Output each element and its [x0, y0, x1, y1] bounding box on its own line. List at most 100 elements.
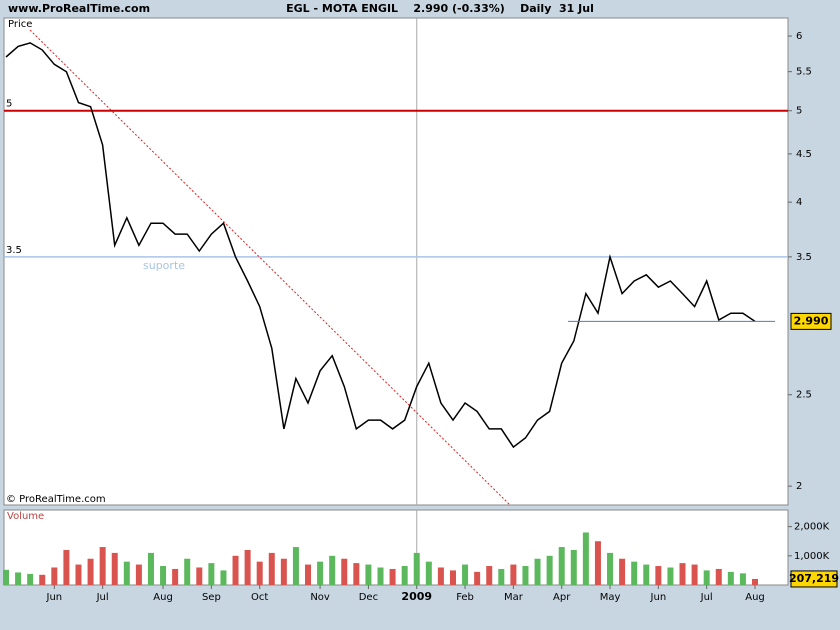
volume-bar — [292, 547, 299, 585]
volume-bar — [570, 549, 577, 585]
volume-bar — [341, 558, 348, 585]
volume-bar — [643, 564, 650, 585]
volume-bar — [329, 555, 336, 585]
y-label: Price — [8, 19, 32, 30]
y-tick-label: 6 — [796, 31, 802, 42]
y-tick-label: 3.5 — [796, 252, 812, 263]
x-tick-label: Nov — [310, 592, 330, 603]
volume-bar — [727, 571, 734, 585]
volume-bar — [305, 564, 312, 585]
x-tick-label: Aug — [745, 592, 765, 603]
x-tick-label: Apr — [553, 592, 571, 603]
volume-bar — [111, 552, 118, 585]
reference-label: 3.5 — [6, 245, 22, 256]
volume-bar — [437, 567, 444, 585]
x-tick-label: Jun — [650, 592, 667, 603]
volume-bar — [172, 568, 179, 585]
volume-bar — [196, 567, 203, 585]
volume-bar — [546, 555, 553, 585]
volume-bar — [256, 561, 263, 585]
x-tick-label: Oct — [251, 592, 268, 603]
volume-bar — [474, 571, 481, 585]
volume-bar — [27, 573, 34, 585]
volume-bar — [135, 564, 142, 585]
volume-label: Volume — [7, 511, 44, 522]
volume-bar — [619, 558, 626, 585]
volume-bar — [75, 564, 82, 585]
price-line — [5, 42, 756, 449]
x-tick-label: May — [600, 592, 621, 603]
y-tick-label: 2 — [796, 481, 802, 492]
volume-bar — [534, 558, 541, 585]
x-tick-label: Jul — [96, 592, 109, 603]
x-tick-label: 2009 — [401, 590, 432, 603]
y-tick-label: 4.5 — [796, 149, 812, 160]
volume-bar — [401, 566, 408, 585]
y-tick-label: 1,000K — [794, 551, 830, 562]
volume-bar — [3, 569, 9, 585]
volume-bar — [413, 552, 420, 585]
volume-bar — [739, 573, 746, 585]
volume-bar — [558, 547, 565, 585]
volume-bar — [691, 564, 698, 585]
volume-bar — [51, 567, 58, 585]
last-price-box — [790, 312, 832, 330]
y-tick-label: 2.5 — [796, 390, 812, 401]
volume-bar — [389, 568, 396, 585]
volume-bar — [425, 561, 432, 585]
y-tick-label: 4 — [796, 197, 802, 208]
annotation: suporte — [143, 259, 185, 272]
volume-bar — [39, 574, 46, 585]
volume-bar — [184, 558, 191, 585]
volume-bar — [365, 564, 372, 585]
volume-bar — [147, 552, 154, 585]
volume-bar — [667, 567, 674, 585]
copyright: © ProRealTime.com — [6, 494, 106, 505]
volume-bar — [99, 547, 106, 585]
volume-bar — [631, 561, 638, 585]
price-panel — [3, 17, 789, 506]
volume-bar — [268, 552, 275, 585]
site: www.ProRealTime.com — [8, 2, 150, 15]
volume-bar — [655, 566, 662, 585]
volume-bar — [715, 568, 722, 585]
volume-bar — [232, 555, 239, 585]
volume-bar — [317, 561, 324, 585]
volume-bar — [123, 561, 130, 585]
volume-bar — [498, 568, 505, 585]
volume-bar — [582, 532, 589, 585]
x-tick-label: Jun — [46, 592, 63, 603]
x-tick-label: Mar — [504, 592, 524, 603]
y-tick-label: 5.5 — [796, 67, 812, 78]
volume-bar — [160, 566, 167, 585]
volume-bar — [449, 570, 456, 585]
last-price: 2.990 — [794, 314, 829, 327]
x-tick-label: Jul — [700, 592, 713, 603]
x-tick-label: Dec — [359, 592, 378, 603]
volume-bar — [208, 563, 215, 585]
x-tick-label: Aug — [153, 592, 173, 603]
volume-bar — [594, 541, 601, 585]
volume-bar — [377, 567, 384, 585]
volume-bar — [87, 558, 94, 585]
y-tick-label: 5 — [796, 106, 802, 117]
volume-bar — [15, 572, 22, 585]
volume-bar — [522, 566, 529, 585]
trend-line — [29, 29, 511, 506]
volume-bar — [703, 570, 710, 585]
y-tick-label: 2,000K — [794, 522, 830, 533]
volume-bar — [220, 570, 227, 585]
volume-bar — [462, 564, 469, 585]
last-volume-box — [790, 570, 838, 588]
x-tick-label: Sep — [202, 592, 221, 603]
volume-bar — [353, 563, 360, 585]
volume-bar — [679, 563, 686, 585]
volume-bar — [486, 566, 493, 585]
last-volume: 207,219 — [789, 572, 839, 585]
reference-label: 5 — [6, 99, 12, 110]
chart-title: EGL - MOTA ENGIL 2.990 (-0.33%) Daily 31… — [286, 2, 594, 15]
volume-bar — [280, 558, 287, 585]
x-tick-label: Feb — [456, 592, 474, 603]
